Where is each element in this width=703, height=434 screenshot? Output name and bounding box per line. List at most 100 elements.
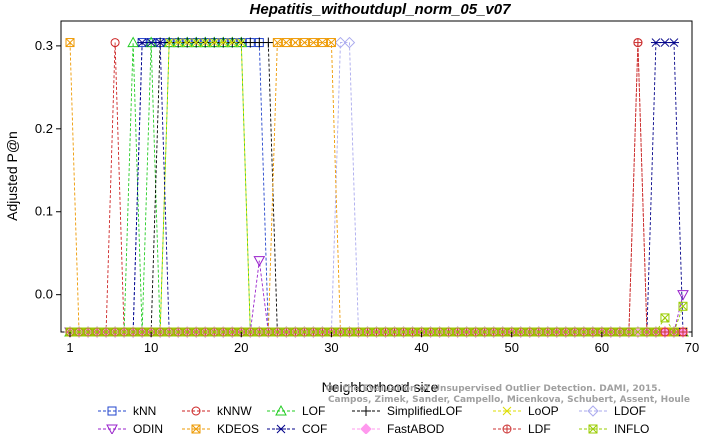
- data-point-inflo: [516, 327, 526, 337]
- data-point-inflo: [92, 327, 102, 337]
- data-point-inflo: [498, 327, 508, 337]
- data-point-kdeos: [281, 38, 291, 48]
- data-point-cof: [137, 38, 148, 47]
- legend-marker: [361, 406, 371, 416]
- data-point-kdeos: [299, 38, 309, 48]
- legend-marker: [502, 424, 512, 434]
- legend-item-ldf: LDF: [493, 422, 551, 434]
- series-layer: [64, 36, 689, 339]
- data-point-inflo: [624, 327, 634, 337]
- y-tick-label: 0.2: [35, 121, 53, 136]
- data-point-inflo: [74, 327, 84, 337]
- data-point-ldof: [343, 36, 356, 49]
- data-point-inflo: [435, 327, 445, 337]
- data-point-inflo: [570, 327, 580, 337]
- data-point-inflo: [299, 327, 309, 337]
- data-point-cof: [146, 38, 157, 47]
- data-point-inflo: [83, 327, 93, 337]
- data-point-inflo: [444, 327, 454, 337]
- series-ldof: [64, 36, 689, 338]
- data-point-inflo: [399, 327, 409, 337]
- data-point-inflo: [227, 327, 237, 337]
- data-point-inflo: [642, 327, 652, 337]
- data-point-inflo: [263, 327, 273, 337]
- legend-label: LDF: [528, 422, 551, 434]
- legend-marker: [360, 423, 372, 434]
- data-point-inflo: [552, 327, 562, 337]
- data-point-inflo: [660, 313, 670, 323]
- x-axis-label: Neighborhood size: [322, 379, 439, 395]
- legend-marker: [107, 406, 117, 416]
- data-point-cof: [650, 38, 661, 47]
- data-point-inflo: [471, 327, 481, 337]
- data-point-inflo: [362, 327, 372, 337]
- data-point-inflo: [408, 327, 418, 337]
- data-point-inflo: [272, 327, 282, 337]
- legend-item-simplifiedlof: SimplifiedLOF: [352, 404, 462, 418]
- legend-label: COF: [302, 422, 327, 434]
- data-point-inflo: [579, 327, 589, 337]
- data-point-knnw: [110, 38, 120, 48]
- x-tick-label: 50: [504, 340, 518, 355]
- data-point-inflo: [128, 327, 138, 337]
- data-point-loop: [173, 38, 183, 47]
- chart-title: Hepatitis_withoutdupl_norm_05_v07: [250, 1, 512, 18]
- legend: kNN kNNW LOF SimplifiedLOF LoOP LDOF ODIN KDEOS…: [98, 404, 649, 434]
- data-point-inflo: [453, 327, 463, 337]
- x-axis: 1 10 20 30 40 50 60 70: [66, 332, 699, 355]
- legend-item-knnw: kNNW: [182, 404, 252, 418]
- data-point-inflo: [480, 327, 490, 337]
- series-line-lof: [70, 42, 683, 333]
- data-point-ldof: [334, 36, 347, 49]
- data-point-loop: [227, 38, 237, 47]
- legend-marker: [191, 406, 201, 416]
- y-tick-label: 0.0: [35, 287, 53, 302]
- legend-label: kNNW: [217, 404, 252, 418]
- data-point-odin: [253, 256, 266, 267]
- legend-item-cof: COF: [267, 422, 327, 434]
- data-point-kdeos: [65, 38, 75, 48]
- watermark: On the Evaluation of Unsupervised Outlie…: [326, 384, 690, 405]
- data-point-loop: [200, 38, 210, 47]
- data-point-simplifiedlof: [263, 37, 274, 48]
- data-point-inflo: [317, 327, 327, 337]
- legend-marker: [587, 405, 599, 417]
- data-point-inflo: [588, 327, 598, 337]
- data-point-inflo: [633, 327, 643, 337]
- data-point-inflo: [372, 327, 381, 337]
- data-point-kdeos: [326, 38, 336, 48]
- watermark-line-1: Campos, Zimek, Sander, Campello, Micenko…: [328, 395, 690, 405]
- series-inflo: [65, 301, 688, 337]
- legend-item-loop: LoOP: [493, 404, 559, 418]
- data-point-loop: [182, 38, 192, 47]
- data-point-cof: [155, 38, 166, 47]
- data-point-inflo: [525, 327, 535, 337]
- data-point-inflo: [119, 327, 129, 337]
- data-point-inflo: [308, 327, 318, 337]
- data-point-inflo: [344, 327, 354, 337]
- x-tick-label: 10: [144, 340, 158, 355]
- x-tick-label: 20: [234, 340, 248, 355]
- data-point-inflo: [110, 327, 120, 337]
- data-point-inflo: [353, 327, 363, 337]
- legend-item-inflo: INFLO: [579, 422, 649, 434]
- y-tick-label: 0.3: [35, 38, 53, 53]
- data-point-inflo: [218, 327, 228, 337]
- data-point-inflo: [543, 327, 553, 337]
- legend-label: INFLO: [614, 422, 649, 434]
- series-simplifiedlof: [65, 37, 688, 337]
- data-point-inflo: [209, 327, 219, 337]
- legend-marker: [106, 424, 118, 434]
- data-point-inflo: [462, 327, 472, 337]
- data-point-kdeos: [290, 38, 300, 48]
- data-point-inflo: [101, 327, 111, 337]
- data-point-inflo: [245, 327, 255, 337]
- data-point-inflo: [182, 327, 192, 337]
- data-point-loop: [236, 38, 246, 47]
- legend-marker: [276, 424, 286, 434]
- data-point-ldf: [678, 327, 688, 337]
- data-point-inflo: [254, 327, 264, 337]
- data-point-inflo: [561, 327, 571, 337]
- legend-label: LOF: [302, 404, 325, 418]
- data-point-inflo: [200, 327, 210, 337]
